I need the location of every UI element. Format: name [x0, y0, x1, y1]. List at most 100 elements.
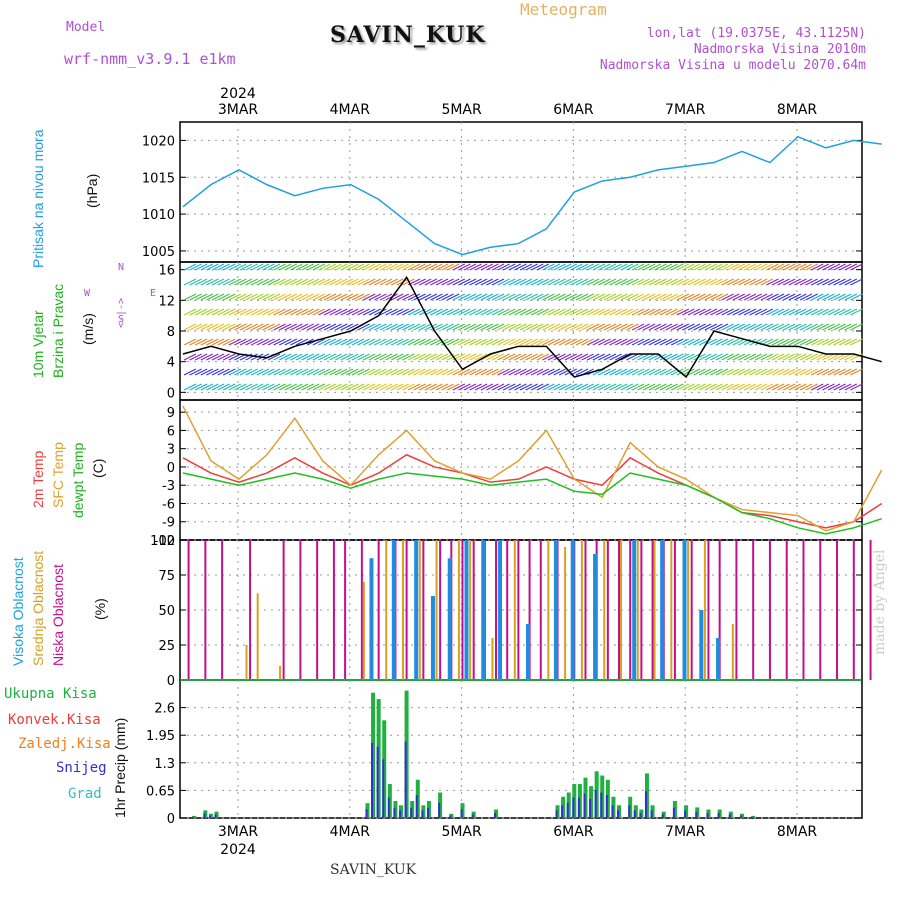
wind-barb [743, 353, 757, 361]
wind-barb [446, 278, 460, 286]
wind-barb [732, 383, 746, 391]
wind-barb [430, 383, 443, 391]
panel-frame [179, 399, 863, 541]
wind-barb [805, 353, 818, 361]
wind-barb [452, 263, 466, 271]
wind-barb [446, 368, 460, 376]
wind-barb [306, 353, 320, 361]
wind-barb [245, 383, 258, 391]
wind-barb [334, 368, 348, 376]
wind-barb [340, 308, 354, 316]
wind-barb [480, 383, 494, 391]
wind-barb [189, 293, 202, 301]
wind-barb [519, 308, 533, 316]
wind-barb [850, 383, 863, 391]
wind-barb [682, 293, 695, 301]
wind-barb [771, 293, 785, 301]
wind-barb [390, 353, 404, 361]
wind-barb [670, 323, 684, 331]
wind-barb [441, 368, 454, 376]
wind-barb [368, 293, 382, 301]
wind-barb [413, 278, 426, 286]
wind-barb [368, 308, 382, 316]
wind-barb [827, 323, 841, 331]
wind-barb [732, 323, 746, 331]
y-tick-label: 50 [158, 604, 175, 619]
wind-barb [491, 308, 505, 316]
wind-barb [715, 293, 729, 301]
wind-barb [194, 293, 208, 301]
wind-barb [558, 263, 572, 271]
wind-barb [183, 323, 197, 331]
wind-barb [234, 383, 247, 391]
wind-barb [676, 323, 690, 331]
wind-barb [357, 338, 370, 346]
wind-barb [278, 368, 292, 376]
wind-barb [726, 308, 740, 316]
wind-barb [390, 323, 404, 331]
wind-barb [732, 368, 746, 376]
wind-barb [626, 263, 639, 271]
wind-barb [290, 263, 303, 271]
wind-barb [245, 323, 258, 331]
wind-barb [670, 383, 684, 391]
wind-barb [222, 323, 236, 331]
wind-barb [794, 278, 807, 286]
wind-barb [390, 338, 404, 346]
wind-barb [626, 293, 639, 301]
wind-barb [424, 293, 438, 301]
wind-barb [642, 263, 656, 271]
wind-barb [306, 263, 320, 271]
year-label-bottom: 2024 [220, 842, 256, 858]
wind-barb [245, 278, 258, 286]
wind-barb [463, 338, 477, 346]
wind-barb [486, 278, 499, 286]
wind-barb [183, 308, 197, 316]
wind-barb [379, 293, 393, 301]
wind-barb [754, 383, 768, 391]
wind-barb [441, 383, 454, 391]
wind-barb [844, 323, 858, 331]
wind-barb [514, 308, 527, 316]
wind-barb [721, 263, 734, 271]
precip-snow-bar [399, 810, 402, 818]
wind-barb [648, 338, 662, 346]
wind-barb [262, 338, 275, 346]
y-tick-label: 0 [167, 674, 175, 689]
wind-barb [211, 323, 225, 331]
wind-barb [374, 293, 387, 301]
wind-barb [211, 293, 225, 301]
wind-barb [558, 383, 572, 391]
precip-snow-bar [644, 791, 647, 818]
wind-barb [581, 383, 594, 391]
wind-barb [614, 308, 628, 316]
wind-barb [766, 353, 779, 361]
wind-barb [687, 353, 701, 361]
wind-barb [766, 383, 779, 391]
wind-barb [844, 278, 858, 286]
wind-barb [777, 368, 790, 376]
wind-barb [379, 308, 393, 316]
wind-barb [211, 308, 225, 316]
wind-barb [844, 308, 858, 316]
wind-barb [519, 338, 533, 346]
wind-barb [519, 353, 533, 361]
wind-barb [329, 383, 342, 391]
wind-barb [654, 368, 667, 376]
wind-barb [301, 353, 314, 361]
wind-barb [822, 323, 835, 331]
y-tick-label: 0 [167, 812, 175, 827]
wind-barb [200, 368, 214, 376]
wind-barb [687, 323, 701, 331]
wind-barb [200, 338, 214, 346]
wind-barb [777, 353, 790, 361]
wind-barb [519, 383, 533, 391]
wind-barb [553, 383, 566, 391]
wind-barb [715, 323, 729, 331]
wind-barb [732, 278, 746, 286]
compass-n: N [118, 262, 125, 273]
wind-barb [631, 293, 645, 301]
y-tick-label: 1015 [142, 171, 175, 186]
wind-barb [525, 323, 538, 331]
y-tick-label: 8 [167, 325, 175, 340]
